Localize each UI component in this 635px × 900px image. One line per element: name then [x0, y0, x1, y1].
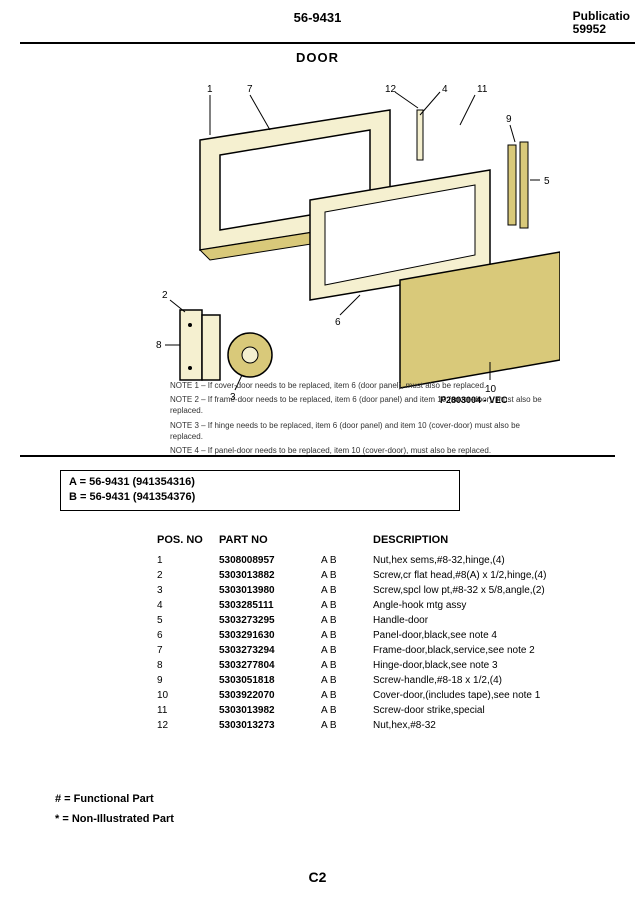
svg-text:4: 4: [442, 84, 448, 95]
cell-part: 5303273294: [219, 644, 319, 657]
cell-pos: 2: [157, 569, 217, 582]
cell-ab: A B: [321, 644, 371, 657]
parts-table: POS. NO PART NO DESCRIPTION 15308008957A…: [155, 530, 595, 734]
cell-pos: 3: [157, 584, 217, 597]
table-row: 105303922070A BCover-door,(includes tape…: [157, 689, 593, 702]
table-row: 45303285111A BAngle-hook mtg assy: [157, 599, 593, 612]
cell-pos: 9: [157, 674, 217, 687]
cell-desc: Screw,spcl low pt,#8-32 x 5/8,angle,(2): [373, 584, 593, 597]
cell-desc: Frame-door,black,service,see note 2: [373, 644, 593, 657]
cell-desc: Screw,cr flat head,#8(A) x 1/2,hinge,(4): [373, 569, 593, 582]
table-row: 75303273294A BFrame-door,black,service,s…: [157, 644, 593, 657]
exploded-diagram: 1 7 12 4 11 5 9 6 10 2 8 3: [140, 80, 560, 400]
svg-text:5: 5: [544, 176, 550, 187]
table-row: 35303013980A BScrew,spcl low pt,#8-32 x …: [157, 584, 593, 597]
cell-desc: Hinge-door,black,see note 3: [373, 659, 593, 672]
cell-desc: Nut,hex sems,#8-32,hinge,(4): [373, 554, 593, 567]
cell-pos: 7: [157, 644, 217, 657]
cell-ab: A B: [321, 674, 371, 687]
cell-ab: A B: [321, 629, 371, 642]
note-3: NOTE 3 – If hinge needs to be replaced, …: [170, 420, 550, 442]
cell-pos: 10: [157, 689, 217, 702]
cell-desc: Handle-door: [373, 614, 593, 627]
note-1: NOTE 1 – If cover-door needs to be repla…: [170, 380, 550, 391]
cell-part: 5303013980: [219, 584, 319, 597]
cell-pos: 1: [157, 554, 217, 567]
legend-functional: # = Functional Part: [55, 790, 174, 810]
header-pos: POS. NO: [157, 532, 217, 552]
table-row: 55303273295A BHandle-door: [157, 614, 593, 627]
cell-part: 5303285111: [219, 599, 319, 612]
cell-ab: A B: [321, 569, 371, 582]
cell-desc: Nut,hex,#8-32: [373, 719, 593, 732]
model-number: 56-9431: [294, 10, 342, 25]
cell-part: 5303013982: [219, 704, 319, 717]
cell-ab: A B: [321, 719, 371, 732]
header-desc: DESCRIPTION: [373, 532, 593, 552]
table-header-row: POS. NO PART NO DESCRIPTION: [157, 532, 593, 552]
svg-text:7: 7: [247, 84, 253, 95]
publication-number: 59952: [573, 23, 630, 36]
table-row: 25303013882A BScrew,cr flat head,#8(A) x…: [157, 569, 593, 582]
cell-desc: Screw-door strike,special: [373, 704, 593, 717]
cell-pos: 8: [157, 659, 217, 672]
cell-part: 5308008957: [219, 554, 319, 567]
header-ab: [321, 532, 371, 552]
table-row: 65303291630A BPanel-door,black,see note …: [157, 629, 593, 642]
legend-nonillustrated: * = Non-Illustrated Part: [55, 810, 174, 830]
svg-text:11: 11: [477, 84, 488, 95]
cell-desc: Screw-handle,#8-18 x 1/2,(4): [373, 674, 593, 687]
cell-ab: A B: [321, 704, 371, 717]
header-part: PART NO: [219, 532, 319, 552]
svg-text:2: 2: [162, 290, 168, 301]
svg-text:1: 1: [207, 84, 213, 95]
svg-text:9: 9: [506, 114, 512, 125]
table-row: 85303277804A BHinge-door,black,see note …: [157, 659, 593, 672]
table-row: 115303013982A BScrew-door strike,special: [157, 704, 593, 717]
cell-desc: Cover-door,(includes tape),see note 1: [373, 689, 593, 702]
cell-part: 5303291630: [219, 629, 319, 642]
cell-desc: Angle-hook mtg assy: [373, 599, 593, 612]
diagram-code: P2803004 - VEC: [440, 395, 508, 405]
cell-ab: A B: [321, 614, 371, 627]
cell-part: 5303051818: [219, 674, 319, 687]
model-key-b: B = 56-9431 (941354376): [69, 490, 451, 505]
model-key-a: A = 56-9431 (941354316): [69, 475, 451, 490]
svg-text:6: 6: [335, 317, 341, 328]
cell-ab: A B: [321, 554, 371, 567]
mid-divider: [20, 455, 615, 457]
table-row: 95303051818A BScrew-handle,#8-18 x 1/2,(…: [157, 674, 593, 687]
cell-part: 5303277804: [219, 659, 319, 672]
table-row: 15308008957A BNut,hex sems,#8-32,hinge,(…: [157, 554, 593, 567]
cell-part: 5303013273: [219, 719, 319, 732]
cell-part: 5303922070: [219, 689, 319, 702]
cell-ab: A B: [321, 659, 371, 672]
diagram-notes: NOTE 1 – If cover-door needs to be repla…: [170, 380, 550, 459]
cell-ab: A B: [321, 599, 371, 612]
cell-pos: 11: [157, 704, 217, 717]
legend: # = Functional Part * = Non-Illustrated …: [55, 790, 174, 830]
cell-pos: 12: [157, 719, 217, 732]
cell-ab: A B: [321, 689, 371, 702]
svg-text:12: 12: [385, 84, 397, 95]
cell-pos: 6: [157, 629, 217, 642]
cell-part: 5303013882: [219, 569, 319, 582]
cell-part: 5303273295: [219, 614, 319, 627]
cell-pos: 5: [157, 614, 217, 627]
table-row: 125303013273A BNut,hex,#8-32: [157, 719, 593, 732]
section-title: DOOR: [296, 50, 339, 65]
model-key-box: A = 56-9431 (941354316) B = 56-9431 (941…: [60, 470, 460, 511]
cell-pos: 4: [157, 599, 217, 612]
publication-label: Publicatio 59952: [573, 10, 630, 36]
cell-desc: Panel-door,black,see note 4: [373, 629, 593, 642]
top-divider: [20, 42, 635, 44]
page-number: C2: [309, 869, 327, 885]
cell-ab: A B: [321, 584, 371, 597]
svg-text:8: 8: [156, 340, 162, 351]
